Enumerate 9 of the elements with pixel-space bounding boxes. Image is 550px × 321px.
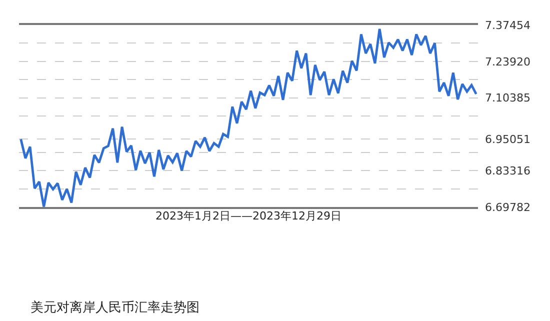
y-tick-label: 7.37454 [485, 18, 530, 32]
line-series [20, 28, 478, 207]
x-axis-title: 2023年1月2日——2023年12月29日 [156, 209, 342, 222]
y-tick-label: 6.69782 [485, 200, 530, 214]
y-tick-label: 7.10385 [485, 92, 530, 105]
text: 美元对离岸人民币汇率走势图 [30, 299, 200, 316]
y-tick-label: 6.83316 [485, 164, 530, 178]
y-tick-label: 6.95051 [485, 132, 530, 146]
y-tick-label: 7.23920 [485, 55, 530, 68]
